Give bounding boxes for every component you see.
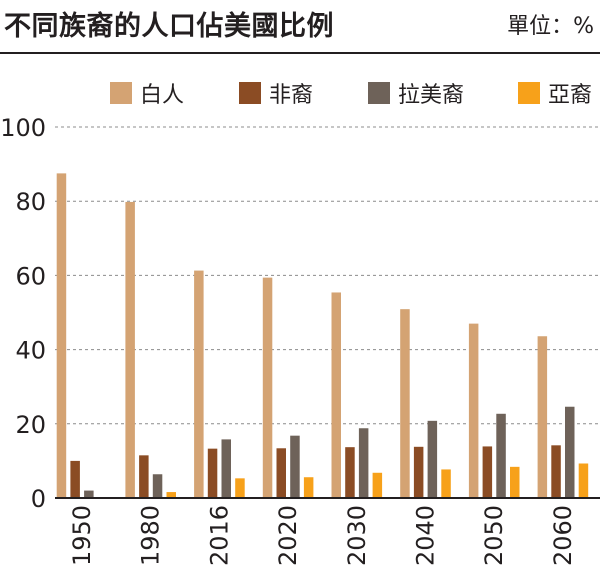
y-tick-label: 60 <box>15 262 46 290</box>
bar <box>482 446 493 498</box>
legend-swatch <box>368 82 390 104</box>
legend-label: 拉美裔 <box>398 83 465 108</box>
y-tick-label: 80 <box>15 188 46 216</box>
bar <box>235 478 245 498</box>
bar <box>125 201 135 498</box>
legend-item-asian: 亞裔 <box>518 78 592 108</box>
legend-label: 白人 <box>140 83 185 108</box>
bar <box>427 420 438 498</box>
bar <box>496 413 506 498</box>
bar <box>139 455 149 498</box>
bar <box>166 492 176 498</box>
x-tick-label: 2030 <box>343 505 371 566</box>
unit-label: 單位：% <box>507 14 594 39</box>
bar <box>578 463 589 498</box>
legend-swatch <box>518 82 540 104</box>
chart-header: 不同族裔的人口佔美國比例 單位：% <box>0 0 600 52</box>
chart-title: 不同族裔的人口佔美國比例 <box>4 11 334 42</box>
y-tick-label: 20 <box>15 411 46 439</box>
legend-swatch <box>239 82 261 104</box>
bar <box>510 466 520 498</box>
bar <box>276 448 286 498</box>
bar <box>290 435 300 498</box>
legend-label: 非裔 <box>269 83 314 108</box>
bar <box>400 309 410 498</box>
bar <box>468 323 479 498</box>
bar <box>303 477 314 498</box>
bar <box>207 448 218 498</box>
bar <box>84 490 94 498</box>
bar <box>551 445 561 498</box>
x-tick-label: 2016 <box>205 505 233 566</box>
y-tick-label: 100 <box>0 114 46 142</box>
bar <box>345 447 355 498</box>
y-tick-label: 40 <box>15 337 46 365</box>
bar <box>152 474 163 498</box>
bar <box>70 460 80 498</box>
bar <box>358 428 369 498</box>
bar <box>441 469 451 498</box>
legend-item-african: 非裔 <box>239 78 313 108</box>
bar <box>565 406 575 498</box>
bar <box>262 277 273 498</box>
legend-item-white: 白人 <box>110 78 184 108</box>
bar <box>221 439 231 498</box>
x-tick-label: 2050 <box>480 505 508 566</box>
x-tick-label: 2020 <box>274 505 302 566</box>
x-tick-label: 1950 <box>68 505 96 566</box>
bar <box>56 173 67 498</box>
bar <box>194 270 204 498</box>
title-divider <box>0 52 600 54</box>
bar <box>331 292 341 498</box>
x-tick-label: 1980 <box>137 505 165 566</box>
y-tick-label: 0 <box>31 485 46 513</box>
bar <box>537 336 548 498</box>
chart-legend: 白人 非裔 拉美裔 亞裔 <box>0 78 600 108</box>
legend-item-latino: 拉美裔 <box>368 78 464 108</box>
x-tick-label: 2060 <box>549 505 577 566</box>
bar <box>413 446 424 498</box>
legend-swatch <box>110 82 132 104</box>
legend-label: 亞裔 <box>548 83 593 108</box>
bar <box>372 472 383 498</box>
x-tick-label: 2040 <box>412 505 440 566</box>
